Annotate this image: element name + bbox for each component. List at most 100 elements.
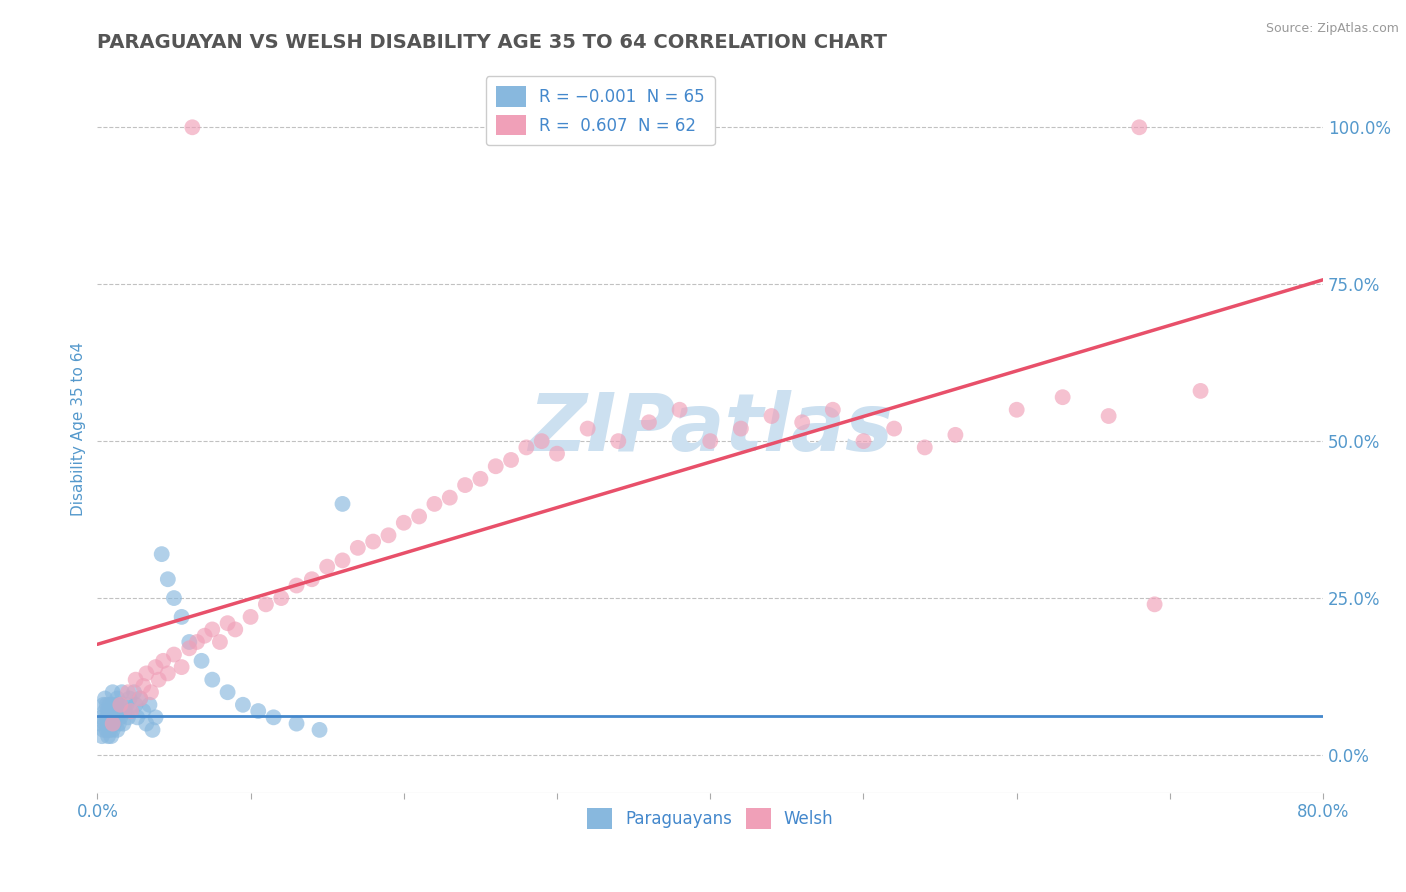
Point — [139, 685, 162, 699]
Text: PARAGUAYAN VS WELSH DISABILITY AGE 35 TO 64 CORRELATION CHART: PARAGUAYAN VS WELSH DISABILITY AGE 35 TO… — [97, 33, 887, 52]
Point — [454, 478, 477, 492]
Point — [98, 710, 121, 724]
Point — [247, 704, 270, 718]
Point — [97, 704, 120, 718]
Point — [110, 710, 132, 724]
Point — [499, 453, 522, 467]
Point — [530, 434, 553, 449]
Point — [270, 591, 292, 605]
Point — [103, 704, 125, 718]
Point — [98, 698, 121, 712]
Point — [118, 691, 141, 706]
Point — [117, 685, 139, 699]
Point — [217, 616, 239, 631]
Point — [105, 723, 128, 737]
Point — [107, 716, 129, 731]
Point — [347, 541, 370, 555]
Point — [138, 698, 160, 712]
Point — [792, 415, 814, 429]
Point — [179, 641, 201, 656]
Point — [97, 716, 120, 731]
Point — [163, 591, 186, 605]
Point — [101, 698, 124, 712]
Point — [546, 447, 568, 461]
Point — [607, 434, 630, 449]
Point — [93, 698, 115, 712]
Y-axis label: Disability Age 35 to 64: Disability Age 35 to 64 — [72, 342, 86, 516]
Point — [470, 472, 492, 486]
Point — [163, 648, 186, 662]
Point — [224, 623, 246, 637]
Point — [232, 698, 254, 712]
Point — [1097, 409, 1119, 423]
Point — [101, 716, 124, 731]
Point — [124, 698, 146, 712]
Text: Source: ZipAtlas.com: Source: ZipAtlas.com — [1265, 22, 1399, 36]
Point — [201, 623, 224, 637]
Point — [217, 685, 239, 699]
Point — [111, 685, 134, 699]
Point — [94, 704, 117, 718]
Point — [120, 704, 142, 718]
Point — [114, 704, 136, 718]
Point — [93, 723, 115, 737]
Point — [101, 685, 124, 699]
Point — [730, 421, 752, 435]
Point — [181, 120, 204, 135]
Point — [821, 402, 844, 417]
Legend: Paraguayans, Welsh: Paraguayans, Welsh — [581, 802, 841, 835]
Text: ZIPatlas: ZIPatlas — [527, 390, 893, 467]
Point — [170, 660, 193, 674]
Point — [576, 421, 599, 435]
Point — [263, 710, 285, 724]
Point — [98, 723, 121, 737]
Point — [914, 441, 936, 455]
Point — [122, 685, 145, 699]
Point — [100, 704, 122, 718]
Point — [145, 710, 167, 724]
Point — [97, 710, 120, 724]
Point — [156, 572, 179, 586]
Point — [152, 654, 174, 668]
Point — [129, 691, 152, 706]
Point — [100, 729, 122, 743]
Point — [91, 729, 114, 743]
Point — [361, 534, 384, 549]
Point — [194, 629, 217, 643]
Point — [135, 666, 157, 681]
Point — [485, 459, 508, 474]
Point — [201, 673, 224, 687]
Point — [101, 710, 124, 724]
Point — [105, 691, 128, 706]
Point — [883, 421, 905, 435]
Point — [515, 441, 537, 455]
Point — [97, 729, 120, 743]
Point — [117, 710, 139, 724]
Point — [96, 723, 118, 737]
Point — [285, 578, 308, 592]
Point — [170, 610, 193, 624]
Point — [156, 666, 179, 681]
Point — [127, 710, 149, 724]
Point — [408, 509, 430, 524]
Point — [332, 553, 354, 567]
Point — [107, 704, 129, 718]
Point — [96, 698, 118, 712]
Point — [254, 598, 277, 612]
Point — [186, 635, 208, 649]
Point — [145, 660, 167, 674]
Point — [190, 654, 212, 668]
Point — [208, 635, 231, 649]
Point — [132, 704, 155, 718]
Point — [124, 673, 146, 687]
Point — [1189, 384, 1212, 398]
Point — [135, 716, 157, 731]
Point — [148, 673, 170, 687]
Point — [110, 698, 132, 712]
Point — [103, 716, 125, 731]
Point — [392, 516, 415, 530]
Point — [96, 710, 118, 724]
Point — [301, 572, 323, 586]
Point — [141, 723, 163, 737]
Point — [132, 679, 155, 693]
